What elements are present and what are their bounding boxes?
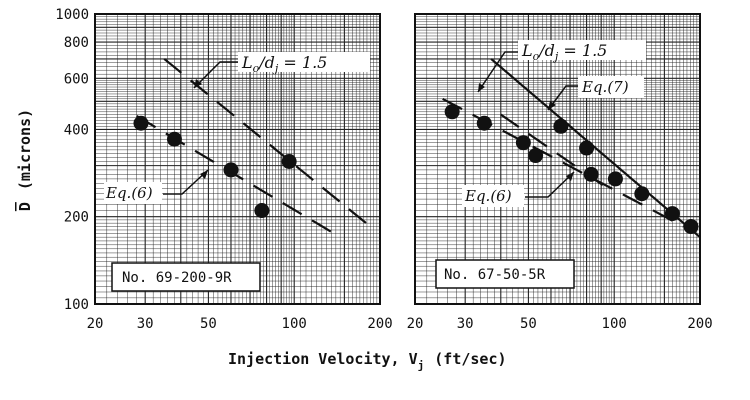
annotation-arrowhead-eq7-right (548, 101, 556, 110)
annotation-arrowhead-eq6-left (200, 170, 208, 179)
panel-label-left: No. 69-200-9R (122, 270, 232, 286)
anno-bg-eq6-left (104, 182, 162, 204)
data-point (583, 166, 599, 182)
x-tick-label: 20 (87, 316, 104, 332)
y-tick-label: 800 (64, 35, 89, 51)
points-right (444, 104, 699, 235)
x-tick-label: 50 (520, 316, 537, 332)
annotation-eq7-right: Eq.(7) (581, 78, 629, 96)
y-axis-label-symbol: D (16, 202, 34, 211)
panel-label-box-right (435, 259, 575, 289)
data-point (528, 148, 544, 164)
y-tick-label: 1000 (55, 7, 89, 23)
annotation-arrow-ld-right (477, 51, 518, 93)
annotation-arrowhead-ld-right (478, 83, 485, 92)
y-tick-label: 600 (64, 71, 89, 87)
series-line (163, 58, 372, 228)
y-axis-label: D (microns) (16, 109, 34, 211)
x-tick-label: 200 (367, 316, 392, 332)
data-point (133, 115, 149, 131)
annotation-arrowhead-eq6-right (566, 172, 574, 181)
annotation-eq6-right: Eq.(6) (464, 187, 512, 205)
y-tick-label: 400 (64, 122, 89, 138)
data-point (476, 115, 492, 131)
annotation-eq6-left: Eq.(6) (105, 184, 153, 202)
data-point (607, 171, 623, 187)
anno-bg-eq6-right (462, 185, 524, 207)
annotation-arrow-eq6-left (163, 169, 209, 195)
svg-text:D(microns): D (microns) (16, 109, 34, 211)
data-point (664, 206, 680, 222)
data-point (579, 140, 595, 156)
panel-left: 20 30 50 100 200 100 200 400 600 800 1000 No. 69-… (55, 7, 392, 332)
x-ticks-right: 20 30 50 100 200 (407, 316, 713, 332)
data-point (281, 154, 297, 170)
points-left (133, 115, 297, 219)
x-tick-label: 30 (137, 316, 154, 332)
annotation-arrowhead-ld-left (194, 79, 202, 88)
anno-bg-ld-right (518, 40, 646, 60)
panel-label-box-left (111, 262, 261, 292)
y-ticks-left: 100 200 400 600 800 1000 (55, 7, 89, 313)
anno-bg-ld-left (238, 52, 370, 72)
series-line (442, 97, 684, 228)
panel-label-right: No. 67-50-5R (444, 267, 546, 283)
annotation-ld-right: Lo/dj = 1.5 (521, 41, 607, 63)
annotation-ld-left: Lo/dj = 1.5 (241, 53, 327, 75)
data-point (166, 131, 182, 147)
x-ticks-left: 20 30 50 100 200 (87, 316, 393, 332)
x-tick-label: 100 (602, 316, 627, 332)
x-axis-label: Injection Velocity, Vj (ft/sec) (228, 350, 507, 372)
annotation-arrow-ld-left (193, 61, 238, 89)
annotation-arrow-eq7-right (547, 85, 578, 111)
plot-frame-left (94, 13, 381, 305)
data-point (683, 219, 699, 235)
data-point (254, 203, 270, 219)
y-tick-label: 100 (64, 297, 89, 313)
panel-right: 20 30 50 100 200 No. 67-50-5R Lo/dj = 1.5 Eq… (407, 13, 713, 332)
anno-bg-eq7-right (578, 76, 644, 98)
data-point (634, 186, 650, 202)
x-tick-label: 200 (687, 316, 712, 332)
series-line (490, 58, 701, 239)
data-point (553, 118, 569, 134)
data-point (515, 135, 531, 151)
x-tick-label: 30 (457, 316, 474, 332)
data-point (444, 104, 460, 120)
y-tick-label: 200 (64, 210, 89, 226)
plot-frame-right (414, 13, 701, 305)
data-point (223, 162, 239, 178)
x-tick-label: 50 (200, 316, 217, 332)
annotation-arrow-eq6-right (525, 171, 575, 198)
x-tick-label: 100 (282, 316, 307, 332)
x-tick-label: 20 (407, 316, 424, 332)
y-axis-label-units: (microns) (16, 109, 34, 190)
